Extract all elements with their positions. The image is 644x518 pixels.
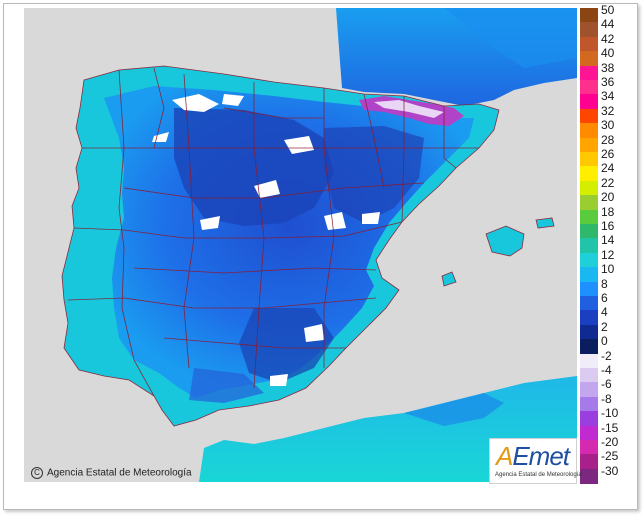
legend-label: 20 — [601, 190, 615, 205]
legend-label: -20 — [601, 435, 619, 449]
legend-swatch — [580, 353, 598, 369]
legend-swatch — [580, 267, 598, 283]
legend-label: 16 — [601, 219, 615, 233]
legend-swatch — [580, 382, 598, 398]
legend-swatch — [580, 396, 598, 412]
temperature-legend: 50 44 42 40 38 36 34 32 30 28 26 24 22 20 18 16 14 12 10 8 6… — [580, 4, 618, 484]
legend-label: 24 — [601, 161, 615, 176]
legend-label: 18 — [601, 204, 615, 219]
legend-swatch — [580, 108, 598, 124]
province-borders — [61, 65, 555, 427]
legend-label: 40 — [601, 46, 615, 61]
legend-label: 2 — [601, 319, 608, 334]
legend-swatch — [580, 440, 598, 455]
legend-label: 22 — [601, 175, 615, 190]
legend-label: 26 — [601, 147, 615, 161]
legend-swatch — [580, 180, 598, 196]
ibiza — [442, 272, 456, 286]
legend-swatch — [580, 411, 598, 427]
legend-label: 36 — [601, 75, 615, 89]
legend-label: 10 — [601, 262, 615, 277]
legend-label: 32 — [601, 103, 615, 118]
legend-swatch — [580, 36, 598, 52]
legend-swatch — [580, 324, 598, 340]
legend-label: 34 — [601, 89, 615, 104]
legend-swatch — [580, 51, 598, 67]
legend-swatch — [580, 368, 598, 383]
legend-label: 30 — [601, 118, 615, 133]
aemet-logo: AEmet Agencia Estatal de Meteorología — [489, 438, 582, 484]
legend-swatch — [580, 281, 598, 297]
legend-swatch — [580, 252, 598, 268]
legend-swatch — [580, 454, 598, 470]
legend-label: 50 — [601, 3, 615, 17]
menorca — [536, 218, 554, 228]
legend-swatch — [580, 80, 598, 95]
legend-swatch — [580, 209, 598, 225]
legend-swatch — [580, 296, 598, 311]
legend-label: -2 — [601, 348, 612, 363]
legend-swatch — [580, 425, 598, 441]
legend-label: 14 — [601, 233, 615, 248]
legend-label: 12 — [601, 247, 615, 262]
legend-swatch — [580, 238, 598, 254]
legend-swatch — [580, 152, 598, 167]
legend-label: 0 — [601, 334, 608, 349]
map-canvas — [24, 8, 577, 482]
legend-label: 42 — [601, 31, 615, 46]
legend-swatch — [580, 137, 598, 153]
legend-swatch — [580, 224, 598, 239]
legend-label: 28 — [601, 132, 615, 147]
legend-swatch — [580, 195, 598, 211]
aemet-logo-mark: AEmet — [496, 441, 570, 471]
aemet-logo-subtitle: Agencia Estatal de Meteorología — [495, 472, 582, 478]
copyright-text: Agencia Estatal de Meteorología — [47, 467, 192, 479]
legend-label: -10 — [601, 406, 619, 421]
legend-label: -8 — [601, 391, 612, 406]
legend-label: 38 — [601, 60, 615, 75]
legend-label: 4 — [601, 305, 608, 320]
legend-label: 6 — [601, 291, 608, 305]
mallorca — [486, 226, 524, 256]
legend-label: 8 — [601, 276, 608, 291]
temperature-map[interactable] — [24, 8, 577, 482]
legend-swatch — [580, 22, 598, 38]
legend-swatch — [580, 94, 598, 110]
legend-label: -4 — [601, 363, 612, 377]
legend-swatch — [580, 339, 598, 355]
legend-swatch — [580, 123, 598, 139]
legend-label: -15 — [601, 420, 619, 435]
copyright-icon: C — [31, 467, 43, 479]
legend-swatch — [580, 166, 598, 182]
legend-label: -25 — [601, 449, 619, 464]
legend-swatch — [580, 65, 598, 81]
legend-swatch — [580, 468, 598, 484]
legend-swatch — [580, 310, 598, 326]
copyright-notice: C Agencia Estatal de Meteorología — [31, 467, 192, 479]
legend-label: -6 — [601, 377, 612, 392]
legend-label: -30 — [601, 463, 619, 478]
legend-label: 44 — [601, 17, 615, 32]
legend-swatch — [580, 8, 598, 23]
